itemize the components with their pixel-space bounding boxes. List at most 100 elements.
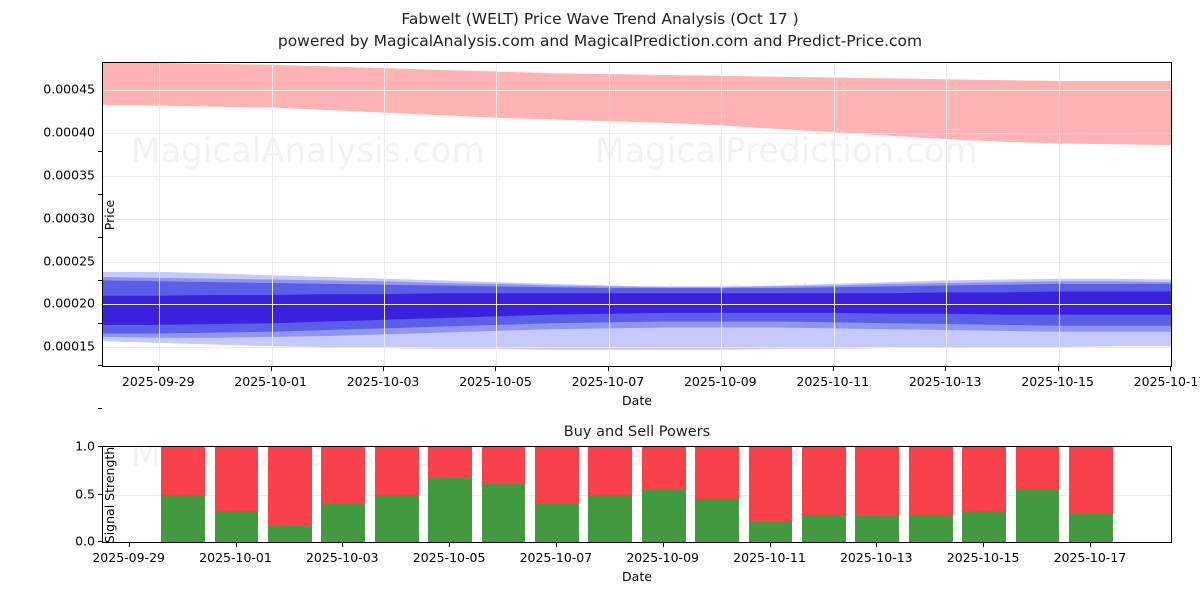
sell-power-segment[interactable] bbox=[855, 447, 900, 517]
power-x-tick-label: 2025-10-15 bbox=[946, 550, 1020, 565]
buy-power-segment[interactable] bbox=[214, 510, 259, 542]
price-gridline-v bbox=[384, 63, 386, 366]
power-bar[interactable] bbox=[962, 447, 1006, 542]
buy-power-segment[interactable] bbox=[428, 478, 472, 542]
sell-power-segment[interactable] bbox=[695, 447, 739, 500]
power-x-tick-label: 2025-09-29 bbox=[92, 550, 166, 565]
price-gridline-v bbox=[608, 63, 610, 366]
sell-power-segment[interactable] bbox=[161, 447, 205, 495]
power-bar[interactable] bbox=[695, 447, 739, 542]
price-x-tick-mark bbox=[495, 367, 497, 371]
sell-power-segment[interactable] bbox=[428, 447, 472, 479]
power-bar[interactable] bbox=[481, 447, 526, 542]
buy-power-segment[interactable] bbox=[641, 489, 686, 542]
sell-power-segment[interactable] bbox=[748, 447, 793, 522]
sell-power-segment[interactable] bbox=[535, 447, 579, 504]
power-bar[interactable] bbox=[855, 447, 900, 542]
sell-power-segment[interactable] bbox=[321, 447, 366, 504]
power-x-tick-mark bbox=[662, 543, 664, 547]
sell-power-segment[interactable] bbox=[908, 447, 953, 516]
power-x-tick-label: 2025-10-07 bbox=[519, 550, 593, 565]
buy-sell-title: Buy and Sell Powers bbox=[563, 424, 711, 440]
buy-power-segment[interactable] bbox=[908, 515, 953, 542]
power-bar[interactable] bbox=[1069, 447, 1113, 542]
sell-power-segment[interactable] bbox=[962, 447, 1006, 511]
buy-power-segment[interactable] bbox=[1015, 489, 1060, 542]
buy-power-segment[interactable] bbox=[535, 504, 579, 542]
power-x-tick-label: 2025-10-09 bbox=[626, 550, 700, 565]
sell-power-segment[interactable] bbox=[802, 447, 846, 516]
power-x-tick-mark bbox=[1089, 543, 1091, 547]
power-bar[interactable] bbox=[641, 447, 686, 542]
price-y-tick-label: 0.00015 bbox=[43, 338, 95, 354]
power-x-tick-mark bbox=[876, 543, 878, 547]
sell-power-segment[interactable] bbox=[214, 447, 259, 511]
power-bar[interactable] bbox=[748, 447, 793, 542]
power-y-tick-label: 1.0 bbox=[75, 438, 95, 454]
buy-power-segment[interactable] bbox=[855, 516, 900, 542]
price-gridline-v bbox=[159, 63, 161, 366]
price-x-tick-label: 2025-10-09 bbox=[683, 374, 757, 389]
price-x-axis-title: Date bbox=[622, 393, 652, 408]
sell-power-segment[interactable] bbox=[481, 447, 526, 485]
price-x-tick-label: 2025-10-05 bbox=[459, 374, 532, 389]
buy-power-segment[interactable] bbox=[1069, 513, 1113, 542]
power-bar[interactable] bbox=[908, 447, 953, 542]
price-gridline-v bbox=[1171, 63, 1172, 366]
price-wave-panel: MagicalAnalysis.com MagicalPrediction.co… bbox=[43, 62, 1200, 410]
price-x-tick-mark bbox=[720, 367, 722, 371]
price-x-tick-label: 2025-10-03 bbox=[346, 374, 420, 389]
power-y-tick-mark bbox=[98, 541, 102, 542]
power-x-tick-label: 2025-10-01 bbox=[199, 550, 272, 565]
power-x-axis-title: Date bbox=[622, 569, 652, 584]
sell-power-segment[interactable] bbox=[1069, 447, 1113, 514]
power-x-tick-label: 2025-10-03 bbox=[305, 550, 379, 565]
buy-power-segment[interactable] bbox=[268, 525, 312, 542]
power-y-tick-label: 0.0 bbox=[75, 533, 95, 549]
power-bar[interactable] bbox=[1015, 447, 1060, 542]
power-bar[interactable] bbox=[321, 447, 366, 542]
power-x-tick-mark bbox=[342, 543, 344, 547]
price-y-tick-mark bbox=[98, 236, 102, 238]
buy-power-segment[interactable] bbox=[161, 494, 205, 542]
buy-power-segment[interactable] bbox=[588, 494, 633, 542]
price-gridline-h bbox=[103, 175, 1171, 177]
price-y-tick-mark bbox=[98, 322, 102, 324]
sell-power-segment[interactable] bbox=[268, 447, 312, 526]
buy-power-segment[interactable] bbox=[695, 499, 739, 542]
power-bar[interactable] bbox=[161, 447, 205, 542]
price-plot-area: MagicalAnalysis.com MagicalPrediction.co… bbox=[102, 62, 1172, 367]
buy-power-segment[interactable] bbox=[802, 515, 846, 542]
price-x-tick-label: 2025-10-01 bbox=[234, 374, 307, 389]
power-bar[interactable] bbox=[802, 447, 846, 542]
sell-power-segment[interactable] bbox=[374, 447, 419, 495]
price-gridline-v bbox=[271, 63, 273, 366]
price-y-tick-label: 0.00025 bbox=[43, 253, 95, 269]
price-bands-svg bbox=[103, 63, 1171, 350]
sell-power-segment[interactable] bbox=[1015, 447, 1060, 490]
power-bar[interactable] bbox=[268, 447, 312, 542]
price-x-tick-label: 2025-10-15 bbox=[1021, 374, 1094, 389]
power-y-tick-mark bbox=[98, 446, 102, 447]
power-bar[interactable] bbox=[535, 447, 579, 542]
price-y-tick-mark bbox=[98, 151, 102, 153]
buy-power-segment[interactable] bbox=[481, 484, 526, 542]
power-bar[interactable] bbox=[374, 447, 419, 542]
power-bar[interactable] bbox=[588, 447, 633, 542]
price-x-tick-mark bbox=[383, 367, 385, 371]
price-gridline-v bbox=[946, 63, 948, 366]
price-x-tick-mark bbox=[832, 367, 834, 371]
buy-power-segment[interactable] bbox=[321, 504, 366, 542]
power-x-tick-mark bbox=[128, 543, 130, 547]
buy-power-segment[interactable] bbox=[374, 494, 419, 542]
power-bar[interactable] bbox=[428, 447, 472, 542]
buy-power-segment[interactable] bbox=[962, 510, 1006, 542]
power-x-tick-label: 2025-10-13 bbox=[839, 550, 913, 565]
sell-power-segment[interactable] bbox=[588, 447, 633, 495]
buy-sell-panel: Buy and Sell Powers MagicalAnalysis.com … bbox=[75, 424, 1172, 584]
price-y-tick-label: 0.00020 bbox=[43, 295, 95, 311]
power-x-tick-mark bbox=[983, 543, 985, 547]
sell-power-segment[interactable] bbox=[641, 447, 686, 490]
power-bar[interactable] bbox=[214, 447, 259, 542]
buy-power-segment[interactable] bbox=[748, 521, 793, 542]
